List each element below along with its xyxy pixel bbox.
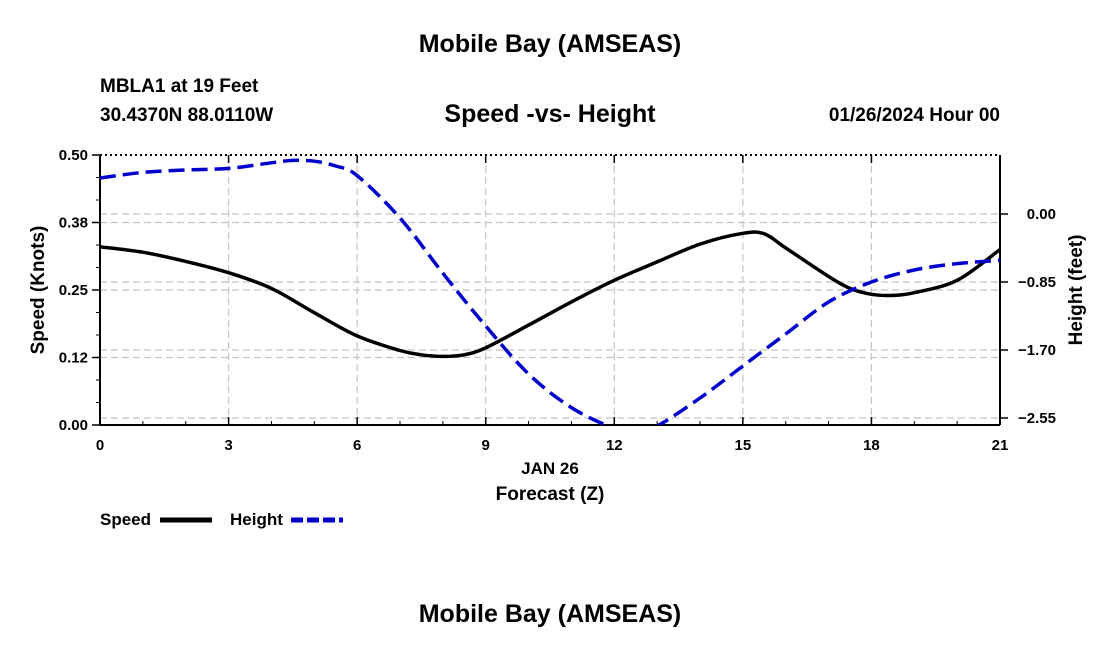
- x-axis-date-label: JAN 26: [521, 459, 579, 478]
- left-y-tick-label: 0.25: [59, 282, 88, 299]
- x-axis-title: Forecast (Z): [496, 484, 605, 505]
- x-tick-label: 9: [482, 437, 490, 454]
- right-axis-title: Height (feet): [1066, 235, 1087, 346]
- x-tick-label: 6: [353, 437, 361, 454]
- grid: [100, 155, 1000, 425]
- x-tick-label: 3: [224, 437, 232, 454]
- left-y-tick-label: 0.50: [59, 147, 88, 164]
- right-y-tick-label: −2.55: [1018, 410, 1056, 427]
- x-tick-label: 21: [992, 437, 1009, 454]
- left-axis-title: Speed (Knots): [28, 226, 49, 355]
- main-title: Mobile Bay (AMSEAS): [418, 30, 682, 58]
- x-tick-label: 0: [96, 437, 104, 454]
- right-y-tick-label: −0.85: [1018, 274, 1056, 291]
- axes: 0 3 6 9 12 15 18 21 0.00 0.12 0.25 0.38 0.50 −2.55 −1.…: [59, 147, 1056, 454]
- left-y-tick-label: 0.00: [59, 417, 88, 434]
- x-tick-label: 15: [735, 437, 752, 454]
- coordinates-label: 30.4370N 88.0110W: [100, 105, 274, 126]
- series-line-height: [100, 158, 1000, 425]
- x-tick-label: 12: [606, 437, 623, 454]
- left-y-tick-label: 0.12: [59, 350, 88, 367]
- legend-speed-label: Speed: [100, 510, 151, 529]
- right-y-tick-label: 0.00: [1027, 206, 1056, 223]
- footer-title: Mobile Bay (AMSEAS): [418, 600, 682, 628]
- right-y-tick-label: −1.70: [1018, 342, 1056, 359]
- legend: Speed Height: [100, 510, 343, 529]
- series-group: [100, 158, 1000, 425]
- forecast-datetime: 01/26/2024 Hour 00: [828, 105, 1000, 126]
- left-y-tick-label: 0.38: [59, 215, 88, 232]
- station-label: MBLA1 at 19 Feet: [100, 76, 259, 97]
- series-line-speed: [100, 230, 1000, 359]
- legend-height-label: Height: [230, 510, 283, 529]
- chart: 0 3 6 9 12 15 18 21 0.00 0.12 0.25 0.38 0.50 −2.55 −1.…: [28, 147, 1087, 529]
- chart-subtitle: Speed -vs- Height: [444, 100, 656, 128]
- x-tick-label: 18: [863, 437, 880, 454]
